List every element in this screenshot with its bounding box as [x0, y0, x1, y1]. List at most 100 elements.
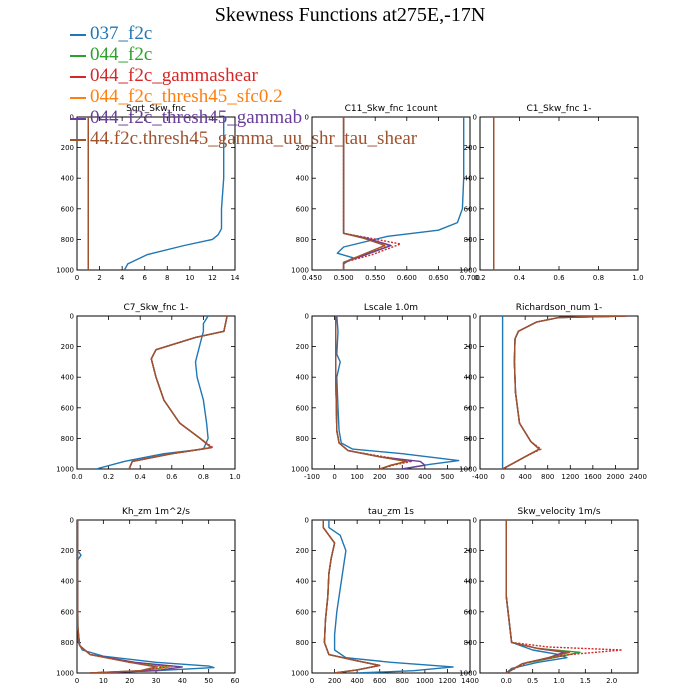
x-tick-label: 40: [178, 677, 187, 685]
x-tick-label: 60: [231, 677, 240, 685]
x-tick-label: 4: [120, 274, 125, 282]
legend-swatch: [70, 96, 86, 99]
y-tick-label: 400: [296, 175, 309, 183]
y-tick-label: 1000: [291, 670, 309, 678]
series-line-044_f2c_thresh45_gammab: [77, 520, 184, 673]
y-tick-label: 0: [305, 114, 309, 122]
y-tick-label: 1000: [56, 466, 74, 474]
y-tick-label: 800: [296, 435, 309, 443]
series-line-044_f2c_gammashear: [128, 316, 228, 469]
series-line-037_f2c: [328, 520, 454, 673]
y-tick-label: 200: [296, 547, 309, 555]
y-tick-label: 400: [464, 374, 477, 382]
y-tick-label: 400: [296, 578, 309, 586]
plot-frame: [76, 519, 236, 674]
y-tick-label: 600: [464, 404, 477, 412]
x-tick-label: 200: [373, 473, 386, 481]
x-tick-label: 800: [396, 677, 409, 685]
x-tick-label: 0: [310, 677, 314, 685]
y-tick-label: 0: [305, 313, 309, 321]
y-tick-label: 800: [61, 639, 74, 647]
x-tick-label: 2.0: [606, 677, 617, 685]
panel-title: Lscale 1.0m: [364, 303, 418, 313]
x-tick-label: 800: [541, 473, 554, 481]
y-tick-label: 400: [61, 374, 74, 382]
series-line-44.f2c.thresh45_gamma_uu_shr_tau_shear: [322, 520, 381, 673]
y-tick-label: 0: [473, 517, 477, 525]
y-tick-label: 1000: [291, 466, 309, 474]
chart-panel: Skw_velocity 1m/s 0 200 400 600 800 1000 0.0 0.5…: [459, 507, 639, 685]
y-tick-label: 600: [464, 205, 477, 213]
series-group: [95, 316, 228, 469]
x-tick-label: 0: [500, 473, 504, 481]
y-tick-label: 200: [464, 343, 477, 351]
x-tick-label: 0.6: [553, 274, 565, 282]
x-tick-label: 14: [231, 274, 240, 282]
x-tick-label: 0.450: [302, 274, 322, 282]
y-tick-label: 200: [61, 343, 74, 351]
series-line-044_f2c_thresh45_sfc0.2: [322, 520, 381, 673]
y-tick-label: 1000: [459, 267, 477, 275]
x-tick-label: 0.2: [474, 274, 485, 282]
series-line-044_f2c_thresh45_gammab: [335, 316, 426, 469]
legend-item: 44.f2c.thresh45_gamma_uu_shr_tau_shear: [70, 128, 417, 149]
x-tick-label: 0.8: [198, 473, 209, 481]
y-tick-label: 1000: [291, 267, 309, 275]
x-tick-label: -400: [472, 473, 488, 481]
x-tick-label: 400: [418, 473, 431, 481]
y-tick-label: 800: [464, 236, 477, 244]
y-tick-label: 400: [61, 175, 74, 183]
panel-title: tau_zm 1s: [368, 507, 414, 517]
series-group: [501, 316, 627, 469]
series-group: [322, 520, 454, 673]
legend-item: 037_f2c: [70, 23, 417, 44]
y-tick-label: 400: [464, 175, 477, 183]
series-line-044_f2c: [128, 316, 228, 469]
chart-panel: Richardson_num 1- 0 200 400 600 800 1000-400 0 4…: [459, 303, 647, 481]
series-line-037_f2c: [123, 117, 225, 270]
x-tick-label: 1.5: [580, 677, 591, 685]
series-line-044_f2c_gammashear: [77, 520, 165, 673]
y-tick-label: 1000: [459, 670, 477, 678]
x-tick-label: 2000: [607, 473, 625, 481]
y-tick-label: 800: [464, 639, 477, 647]
x-tick-label: 0: [75, 677, 79, 685]
x-tick-label: 400: [350, 677, 363, 685]
y-tick-label: 600: [296, 608, 309, 616]
series-line-044_f2c: [77, 520, 170, 673]
y-tick-label: 600: [61, 404, 74, 412]
legend-label: 044_f2c_gammashear: [90, 65, 258, 86]
x-tick-label: 1200: [561, 473, 579, 481]
x-tick-label: 0.700: [460, 274, 480, 282]
series-line-044_f2c_gammashear: [502, 316, 627, 469]
plot-frame: [479, 315, 639, 470]
y-tick-label: 0: [70, 313, 74, 321]
series-line-44.f2c.thresh45_gamma_uu_shr_tau_shear: [342, 117, 386, 270]
plot-frame: [311, 116, 471, 271]
series-line-037_f2c: [95, 316, 209, 469]
series-line-44.f2c.thresh45_gamma_uu_shr_tau_shear: [128, 316, 228, 469]
series-line-044_f2c_thresh45_gammab: [502, 316, 627, 469]
series-line-044_f2c_thresh45_sfc0.2: [128, 316, 228, 469]
series-line-044_f2c_gammashear: [322, 520, 381, 673]
x-tick-label: 0.650: [428, 274, 448, 282]
legend-swatch: [70, 54, 86, 57]
x-tick-label: 0: [75, 274, 79, 282]
x-tick-label: 10: [185, 274, 194, 282]
y-tick-label: 0: [70, 517, 74, 525]
x-tick-label: 1000: [416, 677, 434, 685]
series-line-037_f2c: [77, 520, 215, 673]
plot-frame: [76, 116, 236, 271]
y-tick-label: 200: [464, 547, 477, 555]
figure-title: Skewness Functions at275E,-17N: [214, 4, 486, 26]
x-tick-label: 0.0: [71, 473, 82, 481]
x-tick-label: 2400: [629, 473, 647, 481]
legend: 037_f2c 044_f2c 044_f2c_gammashear 044_f…: [70, 23, 417, 149]
legend-swatch: [70, 138, 86, 141]
y-tick-label: 800: [296, 639, 309, 647]
y-tick-label: 200: [61, 547, 74, 555]
